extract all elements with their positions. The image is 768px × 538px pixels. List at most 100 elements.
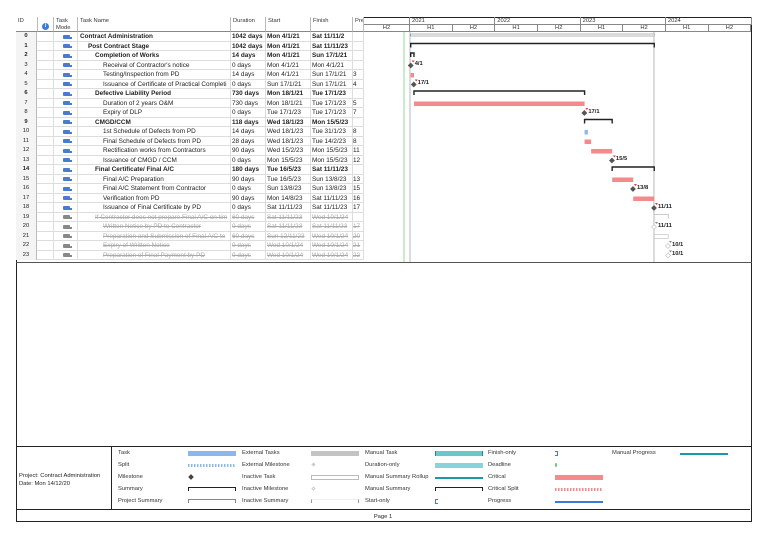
table-row[interactable]: 20 Written Notice by PD to Contractor 0 da… — [16, 222, 364, 232]
milestone-diamond[interactable] — [407, 62, 414, 69]
table-row[interactable]: 11 Final Schedule of Defects from PD 28 da… — [16, 136, 364, 146]
table-row[interactable]: 14 Final Certificate/ Final A/C 180 days Tu… — [16, 165, 364, 175]
link-arrow-icon[interactable] — [585, 108, 589, 110]
table-row[interactable]: 23 Preparation of Final Payment by PD 0 da… — [16, 250, 364, 260]
task-duration[interactable]: 0 days — [231, 184, 266, 194]
table-row[interactable]: 2 Completion of Works 14 days Mon 4/1/21 Sun… — [16, 51, 364, 61]
inactive-milestone-diamond[interactable] — [665, 252, 671, 259]
task-name[interactable]: Issuance of Certificate of Practical Com… — [78, 79, 231, 89]
task-name[interactable]: Issuance of CMGD / CCM — [78, 155, 231, 165]
task-predecessors[interactable]: 4 — [353, 79, 364, 89]
task-start[interactable]: Sun 17/1/21 — [266, 79, 311, 89]
table-row[interactable]: 13 Issuance of CMGD / CCM 0 days Mon 15/5/2… — [16, 155, 364, 165]
task-name[interactable]: Preparation and Submission of Final A/C … — [78, 231, 231, 241]
task-duration[interactable]: 90 days — [231, 174, 266, 184]
task-predecessors[interactable]: 12 — [353, 155, 364, 165]
summary-bar[interactable] — [410, 42, 655, 48]
task-duration[interactable]: 60 days — [231, 231, 266, 241]
task-predecessors[interactable]: 16 — [353, 193, 364, 203]
task-start[interactable]: Tue 16/5/23 — [266, 165, 311, 175]
inactive-summary-bar[interactable] — [653, 214, 669, 219]
summary-bar[interactable] — [410, 52, 415, 57]
table-row[interactable]: 17 Verification from PD 90 days Mon 14/8/23… — [16, 193, 364, 203]
task-duration[interactable]: 14 days — [231, 51, 266, 61]
task-predecessors[interactable]: 21 — [353, 241, 364, 251]
link-arrow-icon[interactable] — [654, 222, 658, 224]
task-name[interactable]: Verification from PD — [78, 193, 231, 203]
task-predecessors[interactable]: 11 — [353, 146, 364, 156]
inactive-milestone-diamond[interactable] — [665, 243, 671, 249]
table-row[interactable]: 21 Preparation and Submission of Final A/… — [16, 231, 364, 241]
table-row[interactable]: 12 Rectification works from Contractors 90… — [16, 146, 364, 156]
task-name[interactable]: Expiry of DLP — [78, 108, 231, 118]
table-row[interactable]: 3 Receival of Contractor's notice 0 days Mo… — [16, 60, 364, 70]
critical-task-bar[interactable] — [633, 196, 655, 202]
table-row[interactable]: 16 Final A/C Statement from Contractor 0 d… — [16, 184, 364, 194]
task-predecessors[interactable]: 13 — [353, 174, 364, 184]
task-start[interactable]: Wed 10/1/24 — [266, 241, 311, 251]
task-start[interactable]: Mon 4/1/21 — [266, 60, 311, 70]
task-duration[interactable]: 90 days — [231, 146, 266, 156]
task-duration[interactable]: 730 days — [231, 98, 266, 108]
task-finish[interactable]: Tue 17/1/23 — [311, 108, 353, 118]
link-arrow-icon[interactable] — [669, 241, 673, 243]
task-finish[interactable]: Sun 17/1/21 — [311, 79, 353, 89]
task-duration[interactable]: 118 days — [231, 117, 266, 127]
task-name[interactable]: Written Notice by PD to Contractor — [78, 222, 231, 232]
task-duration[interactable]: 0 days — [231, 108, 266, 118]
task-duration[interactable]: 14 days — [231, 127, 266, 137]
link-arrow-icon[interactable] — [654, 203, 658, 205]
task-predecessors[interactable]: 22 — [353, 250, 364, 260]
task-start[interactable]: Sat 11/11/23 — [266, 203, 311, 213]
col-header-finish[interactable]: Finish — [311, 17, 353, 32]
milestone-diamond[interactable] — [410, 81, 417, 88]
table-row[interactable]: 6 Defective Liability Period 730 days Mon 1… — [16, 89, 364, 99]
task-predecessors[interactable] — [353, 51, 364, 61]
task-start[interactable]: Wed 18/1/23 — [266, 136, 311, 146]
task-finish[interactable]: Mon 15/5/23 — [311, 117, 353, 127]
task-duration[interactable]: 0 days — [231, 222, 266, 232]
task-start[interactable]: Wed 10/1/24 — [266, 250, 311, 260]
task-finish[interactable]: Wed 10/1/24 — [311, 231, 353, 241]
link-arrow-icon[interactable] — [633, 184, 637, 186]
task-start[interactable]: Mon 15/5/23 — [266, 155, 311, 165]
col-header-mode[interactable]: Task Mode — [54, 17, 78, 32]
task-start[interactable]: Wed 18/1/23 — [266, 127, 311, 137]
table-row[interactable]: 0 Contract Administration 1042 days Mon 4/1… — [16, 32, 364, 42]
table-row[interactable]: 9 CMGD/CCM 118 days Wed 18/1/23 Mon 15/5/23 — [16, 117, 364, 127]
link-arrow-icon[interactable] — [411, 60, 415, 63]
task-predecessors[interactable] — [353, 32, 364, 42]
summary-bar[interactable] — [413, 90, 586, 95]
task-predecessors[interactable]: 3 — [353, 70, 364, 80]
task-finish[interactable]: Sun 17/1/21 — [311, 70, 353, 80]
table-row[interactable]: 22 Expiry of Written Notice 0 days Wed 10/1… — [16, 241, 364, 251]
task-finish[interactable]: Sat 11/11/23 — [311, 165, 353, 175]
task-finish[interactable]: Wed 10/1/24 — [311, 250, 353, 260]
task-name[interactable]: If Contractor does not prepare Final A/C… — [78, 212, 231, 222]
task-finish[interactable]: Wed 10/1/24 — [311, 212, 353, 222]
table-row[interactable]: 15 Final A/C Preparation 90 days Tue 16/5/2… — [16, 174, 364, 184]
task-predecessors[interactable]: 20 — [353, 231, 364, 241]
task-name[interactable]: Duration of 2 years O&M — [78, 98, 231, 108]
col-header-pred[interactable]: Predecessors — [353, 17, 364, 32]
task-start[interactable]: Mon 4/1/21 — [266, 41, 311, 51]
task-predecessors[interactable] — [353, 212, 364, 222]
task-name[interactable]: Receival of Contractor's notice — [78, 60, 231, 70]
task-predecessors[interactable]: 17 — [353, 222, 364, 232]
task-start[interactable]: Mon 14/8/23 — [266, 193, 311, 203]
task-name[interactable]: Final A/C Preparation — [78, 174, 231, 184]
task-predecessors[interactable] — [353, 165, 364, 175]
task-start[interactable]: Sat 11/11/23 — [266, 222, 311, 232]
task-duration[interactable]: 730 days — [231, 89, 266, 99]
task-name[interactable]: Final Schedule of Defects from PD — [78, 136, 231, 146]
col-header-id[interactable]: ID — [16, 17, 38, 32]
task-name[interactable]: Post Contract Stage — [78, 41, 231, 51]
task-finish[interactable]: Mon 15/5/23 — [311, 155, 353, 165]
link-arrow-icon[interactable] — [612, 155, 616, 158]
milestone-diamond[interactable] — [608, 157, 615, 164]
task-duration[interactable]: 0 days — [231, 250, 266, 260]
task-start[interactable]: Wed 15/2/23 — [266, 146, 311, 156]
summary-bar[interactable] — [611, 166, 655, 171]
task-predecessors[interactable]: 8 — [353, 127, 364, 137]
task-duration[interactable]: 180 days — [231, 165, 266, 175]
